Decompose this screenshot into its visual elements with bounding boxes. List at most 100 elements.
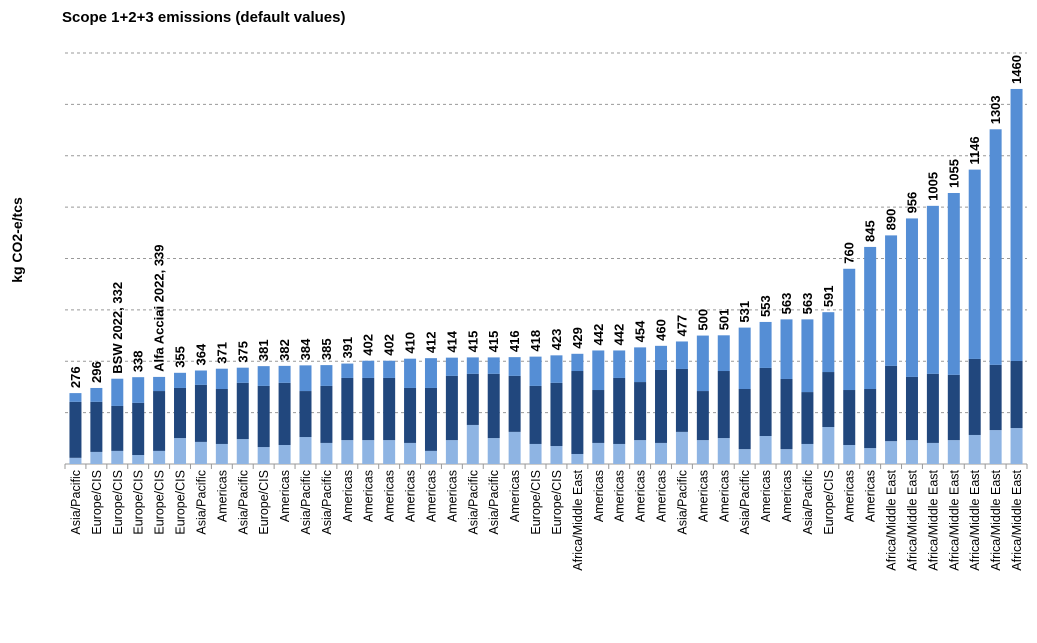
bar-segment: [404, 442, 417, 464]
x-tick-label: Asia/Pacific: [738, 470, 752, 535]
x-tick-label: Americas: [424, 470, 438, 522]
bar-segment: [215, 368, 228, 389]
bar-segment: [362, 440, 375, 464]
x-tick-label: Europe/CIS: [550, 470, 564, 535]
bar-segment: [717, 371, 730, 439]
x-tick-label: Americas: [508, 470, 522, 522]
bar-segment: [675, 341, 688, 369]
bar-segment: [822, 427, 835, 464]
bar-segment: [90, 387, 103, 402]
x-tick-label: Asia/Pacific: [194, 470, 208, 535]
value-label: 477: [674, 315, 689, 337]
bar-segment: [341, 377, 354, 441]
bar-segment: [885, 365, 898, 442]
bar-segment: [466, 424, 479, 464]
value-label: 501: [716, 309, 731, 331]
x-tick-label: Americas: [215, 470, 229, 522]
bar-segment: [780, 449, 793, 464]
bar-segment: [885, 235, 898, 366]
bar-segment: [508, 431, 521, 464]
x-tick-label: Europe/CIS: [111, 470, 125, 535]
value-label: 563: [800, 293, 815, 315]
bar-segment: [655, 345, 668, 370]
bar-segment: [278, 365, 291, 383]
bar-segment: [508, 375, 521, 432]
value-label: 429: [570, 327, 585, 349]
bar-segment: [717, 438, 730, 464]
value-label: 364: [193, 343, 208, 365]
bar-segment: [947, 192, 960, 375]
value-label: 338: [131, 350, 146, 372]
x-tick-label: Americas: [655, 470, 669, 522]
x-tick-label: Americas: [278, 470, 292, 522]
x-tick-label: Africa/Middle East: [926, 469, 940, 570]
bar-segment: [194, 384, 207, 442]
bar-segment: [424, 387, 437, 451]
x-tick-label: Americas: [864, 470, 878, 522]
bar-segment: [404, 358, 417, 388]
bar-segment: [215, 388, 228, 444]
bar-segment: [655, 369, 668, 443]
x-tick-label: Americas: [696, 470, 710, 522]
bar-segment: [864, 388, 877, 449]
x-tick-label: Americas: [613, 470, 627, 522]
x-tick-label: Africa/Middle East: [905, 469, 919, 570]
bar-segment: [111, 405, 124, 451]
bar-segment: [717, 335, 730, 372]
value-label: 1146: [967, 136, 982, 164]
bar-segment: [550, 446, 563, 464]
bar-segment: [69, 401, 82, 458]
bar-segment: [174, 438, 187, 464]
bar-segment: [550, 355, 563, 383]
x-tick-label: Americas: [592, 470, 606, 522]
x-tick-label: Asia/Pacific: [801, 470, 815, 535]
x-tick-label: Europe/CIS: [174, 470, 188, 535]
value-label: 296: [89, 361, 104, 383]
value-label: 418: [528, 330, 543, 352]
bar-segment: [236, 367, 249, 383]
value-label: 412: [423, 331, 438, 353]
value-label: 391: [340, 337, 355, 359]
bar-segment: [675, 368, 688, 432]
value-label: 956: [904, 192, 919, 214]
bar-segment: [132, 377, 145, 403]
value-label: 591: [821, 285, 836, 307]
value-label: 416: [507, 330, 522, 352]
x-tick-label: Asia/Pacific: [675, 470, 689, 535]
bar-segment: [257, 366, 270, 386]
bar-segment: [383, 377, 396, 441]
value-label: 414: [444, 330, 459, 352]
bar-segment: [696, 335, 709, 392]
bar-segment: [989, 129, 1002, 365]
bar-segment: [320, 365, 333, 386]
bar-segment: [926, 442, 939, 464]
value-label: BSW 2022, 332: [110, 282, 125, 374]
x-tick-label: Americas: [341, 470, 355, 522]
value-label: 384: [298, 338, 313, 360]
x-tick-label: Americas: [759, 470, 773, 522]
bar-segment: [592, 390, 605, 443]
bar-segment: [613, 377, 626, 444]
value-label: 371: [214, 342, 229, 364]
value-label: 410: [403, 332, 418, 354]
x-tick-label: Americas: [362, 470, 376, 522]
bar-segment: [153, 450, 166, 464]
x-tick-label: Americas: [404, 470, 418, 522]
bar-segment: [487, 438, 500, 464]
bar-segment: [320, 442, 333, 464]
value-label: 402: [361, 334, 376, 356]
bar-segment: [529, 443, 542, 464]
bar-segment: [174, 372, 187, 388]
bar-segment: [947, 374, 960, 441]
bar-segment: [362, 377, 375, 441]
bar-segment: [655, 442, 668, 464]
value-label: 1055: [946, 159, 961, 188]
bar-segment: [822, 372, 835, 428]
bar-segment: [299, 391, 312, 438]
bar-segment: [864, 448, 877, 464]
bar-segment: [153, 376, 166, 392]
bar-segment: [132, 455, 145, 464]
bar-segment: [487, 357, 500, 374]
bar-segment: [320, 385, 333, 443]
